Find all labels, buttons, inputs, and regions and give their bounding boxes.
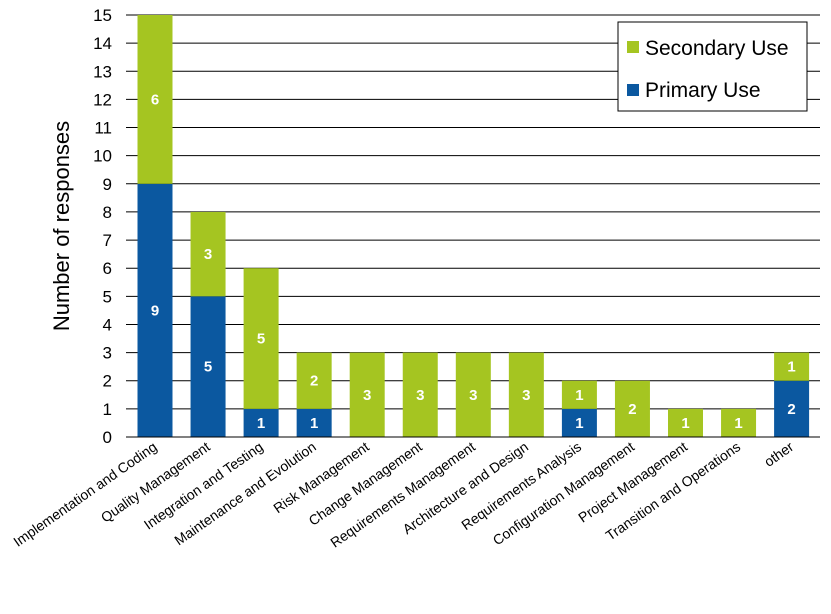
bar-secondary-use: [190, 211, 226, 297]
data-label-secondary-use: 3: [522, 387, 530, 404]
legend-swatch-primary-use: [627, 84, 639, 96]
bar-secondary-use: [508, 352, 544, 437]
y-tick-label: 6: [103, 259, 112, 278]
bar-secondary-use: [561, 380, 597, 409]
y-axis-title: Number of responses: [49, 121, 74, 331]
data-label-secondary-use: 2: [310, 373, 318, 390]
bar-secondary-use: [668, 408, 703, 437]
y-tick-label: 5: [103, 287, 112, 306]
bar-secondary-use: [243, 268, 279, 409]
legend-label-secondary-use: Secondary Use: [645, 37, 789, 60]
y-tick-label: 9: [103, 175, 112, 194]
bar-secondary-use: [137, 15, 173, 184]
bar-secondary-use: [349, 352, 385, 437]
bar-primary-use: [243, 408, 279, 437]
data-label-secondary-use: 2: [628, 401, 636, 418]
bar-secondary-use: [296, 352, 332, 409]
data-label-primary-use: 9: [151, 302, 159, 319]
legend-label-primary-use: Primary Use: [645, 79, 761, 102]
bars: [137, 15, 810, 437]
data-label-secondary-use: 5: [257, 331, 265, 348]
y-tick-label: 14: [93, 34, 112, 53]
data-label-primary-use: 5: [204, 359, 212, 376]
data-label-primary-use: 1: [310, 415, 318, 432]
y-tick-label: 2: [103, 372, 112, 391]
data-label-secondary-use: 6: [151, 91, 159, 108]
y-tick-label: 15: [93, 6, 112, 25]
data-label-secondary-use: 1: [787, 359, 795, 376]
data-label-primary-use: 2: [787, 401, 795, 418]
data-label-secondary-use: 3: [416, 387, 424, 404]
bar-primary-use: [137, 183, 173, 437]
data-label-secondary-use: 1: [575, 387, 583, 404]
bar-secondary-use: [402, 352, 438, 437]
data-label-secondary-use: 3: [204, 246, 212, 263]
bar-primary-use: [774, 380, 810, 437]
y-tick-label: 13: [93, 62, 112, 81]
legend-swatch-secondary-use: [627, 41, 639, 53]
y-tick-label: 12: [93, 90, 112, 109]
y-tick-label: 7: [103, 231, 112, 250]
data-label-primary-use: 1: [257, 415, 265, 432]
x-tick-label: other: [761, 438, 797, 470]
bar-secondary-use: [455, 352, 491, 437]
data-label-secondary-use: 3: [469, 387, 477, 404]
data-label-secondary-use: 1: [681, 415, 689, 432]
bar-secondary-use: [614, 380, 650, 437]
y-tick-label: 1: [103, 400, 112, 419]
bar-secondary-use: [721, 408, 757, 437]
y-tick-label: 8: [103, 203, 112, 222]
legend: Secondary Use Primary Use: [617, 21, 808, 112]
legend-box: [617, 21, 808, 112]
y-tick-label: 10: [93, 147, 112, 166]
y-tick-label: 4: [103, 315, 112, 334]
data-label-secondary-use: 3: [363, 387, 371, 404]
bar-primary-use: [296, 408, 332, 437]
y-tick-label: 0: [103, 428, 112, 447]
bar-secondary-use: [774, 352, 810, 381]
data-label-secondary-use: 1: [734, 415, 742, 432]
y-tick-label: 11: [94, 119, 112, 138]
data-labels: 9 6 5 3 1 5 1 2 3 3 3 3 1 1 2 1 1 2 1: [151, 91, 796, 432]
y-tick-label: 3: [103, 344, 112, 363]
bar-primary-use: [561, 408, 597, 437]
bar-primary-use: [190, 296, 226, 437]
data-label-primary-use: 1: [575, 415, 583, 432]
